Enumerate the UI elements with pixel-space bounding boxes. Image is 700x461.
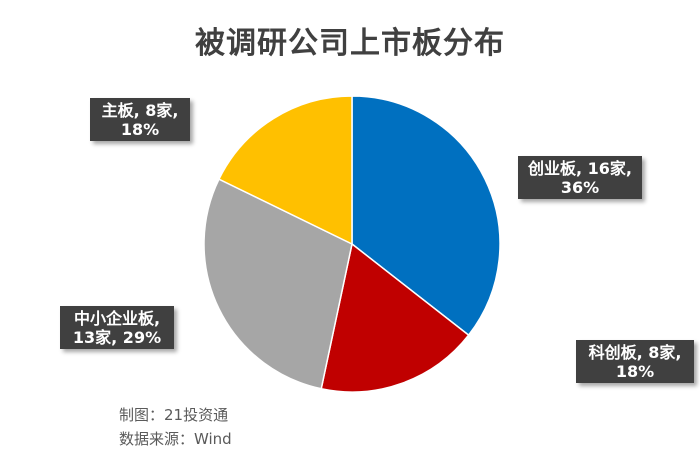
label-main-board-line1: 主板, 8家, [101,101,179,120]
label-chinext: 创业板, 16家, 36% [518,156,642,199]
footer-made-by: 制图：21投资通 [119,406,229,424]
label-chinext-line1: 创业板, 16家, [528,159,632,178]
label-sme-board-line2: 13家, 29% [72,328,162,347]
chart-title: 被调研公司上市板分布 [195,26,505,61]
label-star-market: 科创板, 8家, 18% [576,340,694,383]
label-sme-board: 中小企业板, 13家, 29% [60,306,174,349]
slice-chinext [351,95,501,337]
label-star-market-line2: 18% [615,362,655,381]
label-main-board-line2: 18% [120,120,160,139]
slice-star-market [320,242,470,393]
slice-main-board [217,95,353,246]
slice-sme-board [203,178,353,390]
label-chinext-line2: 36% [560,178,600,197]
label-sme-board-line1: 中小企业板, [73,309,161,328]
footer-source: 数据来源：Wind [119,430,232,448]
label-main-board: 主板, 8家, 18% [90,98,190,141]
label-star-market-line1: 科创板, 8家, [588,343,682,362]
pie-slices [203,95,501,393]
